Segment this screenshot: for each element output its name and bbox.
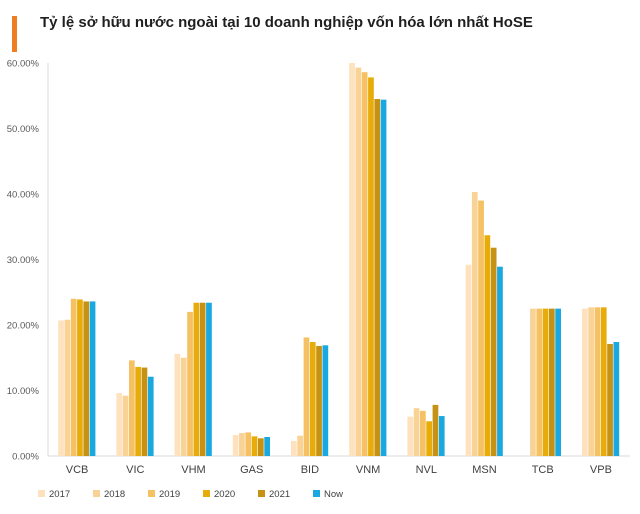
legend-swatch-now bbox=[313, 490, 320, 497]
bar-vhm-2021 bbox=[199, 302, 206, 456]
bar-gas-2019 bbox=[245, 432, 252, 456]
bar-bid-now bbox=[322, 345, 329, 456]
bar-gas-2020 bbox=[251, 436, 258, 456]
legend-swatch-2018 bbox=[93, 490, 100, 497]
bar-vic-2021 bbox=[141, 367, 148, 456]
bar-tcb-2018 bbox=[530, 308, 536, 457]
legend-swatch-2021 bbox=[258, 490, 265, 497]
bar-msn-2019 bbox=[478, 200, 484, 456]
legend-swatch-2020 bbox=[203, 490, 210, 497]
bar-gas-2021 bbox=[258, 438, 264, 456]
bar-msn-2018 bbox=[471, 192, 478, 457]
bar-vnm-now bbox=[380, 99, 387, 457]
x-tick-label: NVL bbox=[416, 464, 437, 476]
legend-label: 2019 bbox=[159, 489, 180, 500]
bar-vnm-2018 bbox=[355, 67, 362, 456]
bar-gas-2017 bbox=[232, 435, 239, 456]
bar-nvl-2017 bbox=[407, 416, 414, 456]
x-tick-label: BID bbox=[301, 464, 319, 476]
legend-label: 2017 bbox=[49, 489, 70, 500]
bar-msn-2017 bbox=[465, 264, 472, 456]
y-tick-label: 20.00% bbox=[7, 321, 40, 332]
bar-vpb-2021 bbox=[607, 344, 613, 456]
x-tick-label: MSN bbox=[472, 464, 497, 476]
bar-nvl-2019 bbox=[420, 410, 426, 456]
x-tick-label: VNM bbox=[356, 464, 380, 476]
bar-bid-2019 bbox=[303, 337, 310, 456]
legend-label: 2018 bbox=[104, 489, 125, 500]
bar-vic-2018 bbox=[122, 395, 129, 456]
bar-vnm-2017 bbox=[349, 63, 355, 456]
bar-nvl-2020 bbox=[426, 421, 432, 456]
bar-tcb-2019 bbox=[536, 308, 543, 457]
title-accent-bar bbox=[12, 16, 17, 52]
legend-swatch-2019 bbox=[148, 490, 155, 497]
bar-vcb-2020 bbox=[77, 299, 83, 456]
bar-msn-2020 bbox=[484, 235, 491, 456]
bar-vpb-2020 bbox=[600, 307, 607, 456]
bar-vnm-2020 bbox=[368, 77, 374, 456]
bar-tcb-2020 bbox=[542, 308, 549, 457]
legend-swatch-2017 bbox=[38, 490, 45, 497]
x-tick-label: VPB bbox=[590, 464, 612, 476]
bar-vcb-now bbox=[89, 301, 96, 456]
bar-vic-2019 bbox=[129, 360, 135, 456]
bar-nvl-now bbox=[438, 416, 445, 456]
bar-vic-2020 bbox=[135, 366, 141, 456]
bar-vcb-2017 bbox=[58, 320, 64, 456]
x-tick-label: VCB bbox=[66, 464, 89, 476]
bar-vic-2017 bbox=[116, 393, 123, 456]
bar-bid-2021 bbox=[316, 345, 322, 456]
bar-vpb-2018 bbox=[588, 307, 594, 456]
bar-vhm-2017 bbox=[174, 353, 181, 456]
bar-vcb-2019 bbox=[70, 298, 77, 456]
x-tick-label: TCB bbox=[532, 464, 554, 476]
bar-vpb-2017 bbox=[582, 308, 588, 457]
y-tick-label: 50.00% bbox=[7, 124, 40, 135]
bar-vpb-now bbox=[613, 342, 620, 456]
bar-vcb-2018 bbox=[64, 319, 71, 456]
bar-bid-2020 bbox=[309, 342, 316, 456]
bar-msn-2021 bbox=[490, 247, 497, 456]
x-tick-label: GAS bbox=[240, 464, 263, 476]
y-tick-label: 10.00% bbox=[7, 386, 40, 397]
bar-nvl-2021 bbox=[432, 404, 439, 456]
bar-vhm-2018 bbox=[180, 357, 187, 456]
chart-title: Tỷ lệ sở hữu nước ngoài tại 10 doanh ngh… bbox=[40, 14, 533, 31]
bar-vnm-2019 bbox=[361, 72, 368, 457]
bar-vhm-now bbox=[206, 302, 212, 456]
bar-gas-2018 bbox=[239, 433, 245, 456]
legend-label: 2021 bbox=[269, 489, 290, 500]
bar-vcb-2021 bbox=[83, 301, 90, 456]
x-tick-label: VHM bbox=[181, 464, 205, 476]
bar-msn-now bbox=[497, 266, 503, 456]
bar-vhm-2019 bbox=[187, 311, 193, 456]
bar-nvl-2018 bbox=[413, 408, 420, 456]
bar-vpb-2019 bbox=[594, 307, 601, 456]
y-tick-label: 0.00% bbox=[12, 452, 39, 463]
bar-vnm-2021 bbox=[374, 99, 381, 457]
y-tick-label: 40.00% bbox=[7, 190, 40, 201]
legend-label: 2020 bbox=[214, 489, 235, 500]
x-tick-label: VIC bbox=[126, 464, 144, 476]
bar-vic-now bbox=[147, 376, 154, 456]
bar-bid-2017 bbox=[291, 440, 297, 456]
bar-tcb-now bbox=[555, 308, 561, 457]
legend-label: Now bbox=[324, 489, 343, 500]
y-tick-label: 60.00% bbox=[7, 59, 40, 70]
bar-gas-now bbox=[264, 437, 270, 456]
bar-tcb-2021 bbox=[549, 308, 555, 457]
bar-bid-2018 bbox=[297, 435, 303, 456]
bar-vhm-2020 bbox=[193, 302, 200, 456]
y-tick-label: 30.00% bbox=[7, 255, 40, 266]
